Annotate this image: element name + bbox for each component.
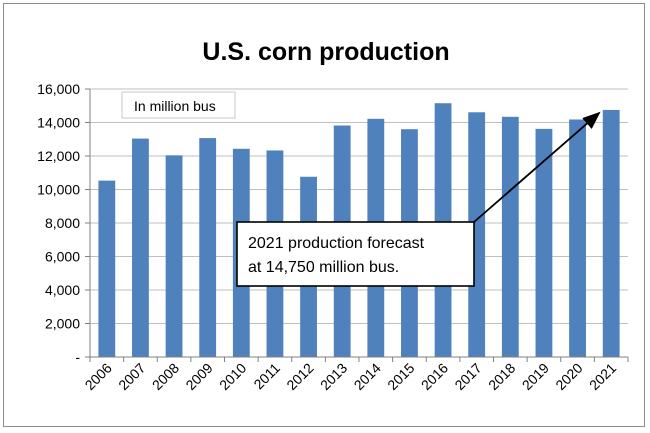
bar (199, 138, 217, 357)
x-tick-label: 2016 (418, 360, 451, 393)
y-tick-label: 6,000 (45, 249, 80, 265)
x-tick-label: 2018 (485, 360, 518, 393)
annotation-box (236, 221, 475, 287)
annotation-arrow (473, 111, 601, 223)
x-tick-label: 2009 (182, 360, 215, 393)
x-tick-label: 2006 (82, 360, 115, 393)
y-tick-label: 10,000 (37, 182, 80, 198)
x-axis-tick-labels: 2006 2007 2008 2009 2010 2011 2012 2013 2014 2015… (82, 360, 620, 393)
bar (501, 116, 519, 358)
x-tick-label: 2021 (586, 360, 619, 393)
bar (468, 112, 486, 357)
units-note-text: In million bus (134, 98, 216, 114)
bar (98, 180, 116, 357)
x-tick-label: 2019 (519, 360, 552, 393)
x-tick-label: 2014 (351, 360, 384, 393)
bars (98, 103, 620, 358)
x-tick-label: 2008 (149, 360, 182, 393)
units-note: In million bus (121, 91, 236, 119)
y-tick-label: 2,000 (45, 316, 80, 332)
x-tick-label: 2017 (451, 360, 484, 393)
x-tick-label: 2010 (216, 360, 249, 393)
x-tick-label: 2007 (115, 360, 148, 393)
x-tick-label: 2020 (552, 360, 585, 393)
x-tick-label: 2013 (317, 360, 350, 393)
corn-production-chart: U.S. corn production - 2,000 4,000 6,000 8,0… (37, 38, 629, 393)
y-tick-label: 16,000 (37, 81, 80, 97)
y-tick-label: 4,000 (45, 282, 80, 298)
y-axis-tick-labels: - 2,000 4,000 6,000 8,000 10,000 12,000 14,000 1… (37, 81, 80, 365)
y-tick-label: 8,000 (45, 215, 80, 231)
bar (535, 128, 553, 357)
x-tick-label: 2012 (283, 360, 316, 393)
y-tick-label: 14,000 (37, 115, 80, 131)
chart-title: U.S. corn production (202, 38, 449, 66)
bar (602, 109, 620, 357)
y-tick-label: - (75, 349, 80, 365)
annotation-line-1: 2021 production forecast (248, 235, 425, 252)
bar (569, 119, 586, 357)
annotation-line-2: at 14,750 million bus. (248, 259, 399, 276)
bar (132, 138, 149, 357)
y-tick-label: 12,000 (37, 148, 80, 164)
bar (165, 155, 183, 357)
x-tick-label: 2015 (384, 360, 417, 393)
chart-frame: U.S. corn production - 2,000 4,000 6,000 8,0… (3, 3, 645, 427)
units-note-box (121, 91, 236, 119)
x-tick-label: 2011 (250, 360, 283, 393)
axes (85, 88, 629, 362)
forecast-annotation: 2021 production forecast at 14,750 milli… (236, 111, 601, 287)
